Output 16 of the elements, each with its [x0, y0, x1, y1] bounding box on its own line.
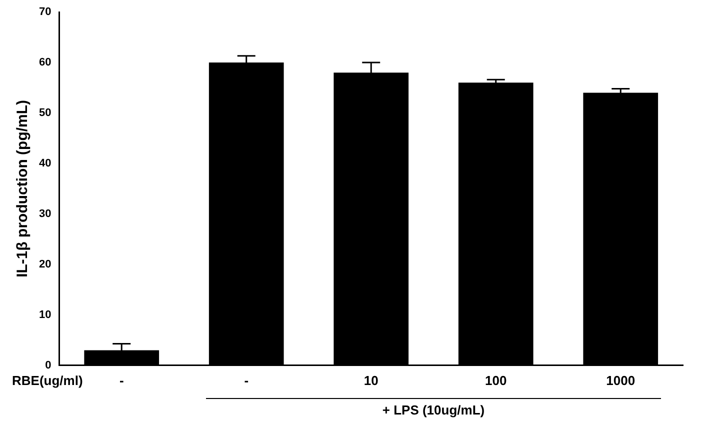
- x-tick-label: 100: [485, 372, 507, 388]
- y-tick-label: 0: [45, 359, 52, 372]
- y-tick-label: 70: [38, 6, 52, 18]
- x-axis-title: RBE(ug/ml): [12, 372, 83, 388]
- y-tick-label: 10: [38, 308, 52, 321]
- y-axis-title: IL-1β production (pg/mL): [14, 100, 32, 278]
- x-tick-label: -: [119, 372, 124, 388]
- x-tick-label: 1000: [606, 372, 636, 388]
- y-tick-label: 40: [38, 157, 52, 170]
- y-tick-label: 50: [38, 107, 52, 120]
- x-tick-label: -: [244, 372, 249, 388]
- y-tick-label: 30: [38, 208, 52, 220]
- y-tick-label: 60: [38, 56, 52, 69]
- x-tick-label: 10: [364, 372, 378, 388]
- text: + LPS (10ug/mL): [382, 402, 485, 418]
- y-tick-label: 20: [38, 258, 52, 270]
